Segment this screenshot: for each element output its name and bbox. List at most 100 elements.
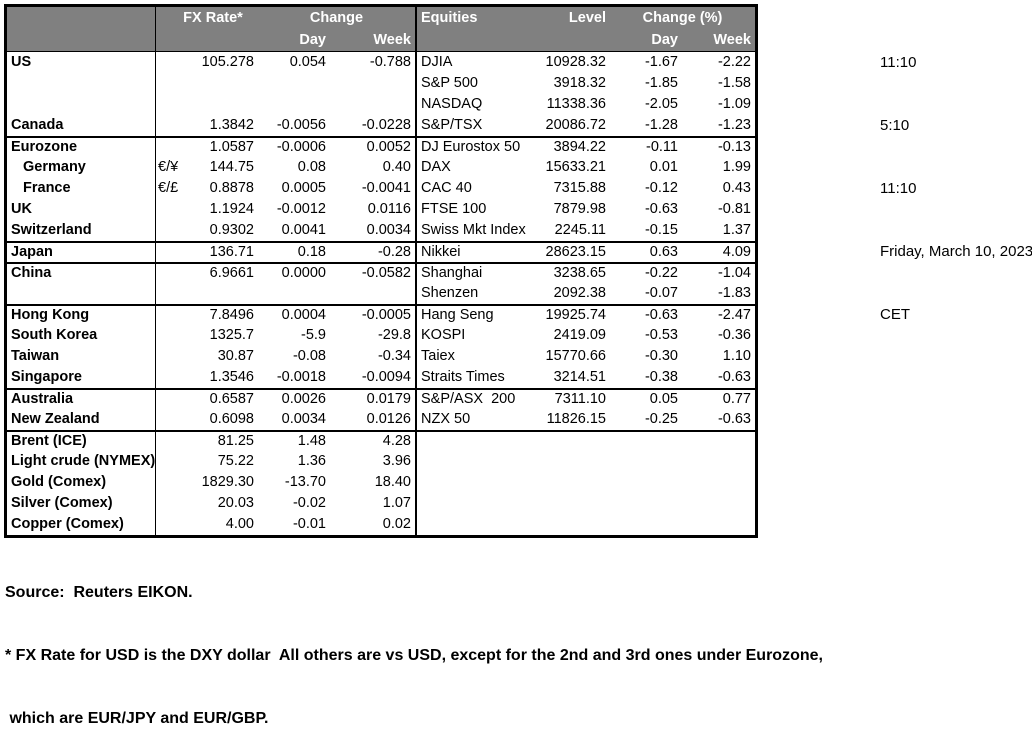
fx-pair-cell [156, 73, 182, 94]
fx-label-cell [7, 94, 156, 115]
table-row: Shenzen 2092.38 -0.07 -1.83 [7, 283, 755, 304]
equity-level-cell: 3214.51 [553, 369, 606, 385]
equities-column-header: Equities [415, 7, 534, 29]
fx-week-change-cell: 0.0052 [366, 139, 411, 155]
fx-pair-cell [156, 243, 182, 262]
fx-week-column-header: Week [373, 32, 411, 48]
fx-pair-cell [156, 472, 182, 493]
equity-week-change-cell: 1.37 [722, 222, 751, 238]
equity-day-change-cell: -0.53 [644, 327, 678, 343]
fx-week-change-cell: -0.34 [377, 348, 411, 364]
equity-level-cell [534, 451, 610, 472]
fx-pair-cell [156, 409, 182, 430]
fx-week-change-cell: 0.40 [382, 159, 411, 175]
equity-day-change-cell [610, 514, 682, 535]
table-row: S&P 500 3918.32 -1.85 -1.58 [7, 73, 755, 94]
equity-week-change-cell: 1.10 [722, 348, 751, 364]
equity-day-change-cell [610, 472, 682, 493]
fx-label-cell: Hong Kong [7, 306, 156, 325]
fx-label-cell: Brent (ICE) [7, 432, 156, 451]
fx-week-change-cell: 1.07 [382, 495, 411, 511]
equity-level-cell: 15770.66 [545, 348, 606, 364]
fx-rate-cell: 30.87 [217, 348, 254, 364]
table-row: Gold (Comex) 1829.30 -13.70 18.40 [7, 472, 755, 493]
fx-rate-cell: 81.25 [217, 433, 254, 449]
fx-day-change-cell [258, 94, 330, 115]
equity-day-change-cell: -0.07 [644, 285, 678, 301]
fx-rate-cell: 1.0587 [209, 139, 254, 155]
equities-change-pct-column-header: Change (%) [642, 10, 723, 26]
source-note: Source: Reuters EIKON. [5, 584, 193, 601]
fx-label-cell [7, 73, 156, 94]
equity-level-cell: 7879.98 [553, 201, 606, 217]
equity-day-change-cell [610, 451, 682, 472]
equity-week-change-cell: 0.77 [722, 391, 751, 407]
fx-day-change-cell: -0.0056 [276, 117, 326, 133]
equity-level-cell: 10928.32 [545, 54, 606, 70]
fx-day-change-cell: 0.054 [289, 54, 326, 70]
fx-day-change-cell: 0.0026 [281, 391, 326, 407]
timestamp-line-1: 11:10 [880, 54, 917, 71]
equities-header-spacer [415, 29, 534, 51]
equities-day-column-header: Day [651, 32, 678, 48]
fx-day-change-cell [258, 283, 330, 304]
table-row: Japan 136.71 0.18 -0.28 Nikkei 28623.15 0.63 4.… [7, 241, 755, 262]
fx-week-change-cell: -0.788 [369, 54, 411, 70]
fx-week-change-cell [330, 73, 415, 94]
fx-rate-column-header: FX Rate* [183, 10, 243, 26]
fx-week-change-cell: 0.0034 [366, 222, 411, 238]
equity-name-cell: Hang Seng [415, 306, 534, 325]
fx-rate-cell: 6.9661 [209, 265, 254, 281]
equity-week-change-cell [682, 493, 755, 514]
equity-day-change-cell [610, 493, 682, 514]
fx-footnote-line-2: which are EUR/JPY and EUR/GBP. [5, 710, 269, 727]
fx-label-cell: New Zealand [7, 409, 156, 430]
fx-label-cell: Germany [7, 157, 156, 178]
fx-pair-cell [156, 264, 182, 283]
equity-day-change-cell: -0.22 [644, 265, 678, 281]
fx-rate-cell: 75.22 [217, 453, 254, 469]
equity-day-change-cell: -0.25 [644, 411, 678, 427]
fx-rate-cell: 4.00 [225, 516, 254, 532]
fx-week-change-cell: 0.02 [382, 516, 411, 532]
equity-level-cell: 3918.32 [553, 75, 606, 91]
fx-day-change-cell: -0.01 [292, 516, 326, 532]
equity-day-change-cell: 0.63 [649, 244, 678, 260]
fx-rate-cell [182, 94, 258, 115]
fx-label-cell: Eurozone [7, 138, 156, 157]
timestamp-panel: 11:10 5:10 11:10 Friday, March 10, 2023 … [880, 10, 1032, 346]
equity-week-change-cell: -1.09 [717, 96, 751, 112]
fx-week-change-cell: 0.0179 [366, 391, 411, 407]
fx-pair-cell [156, 283, 182, 304]
equity-week-change-cell: -1.04 [717, 265, 751, 281]
fx-pair-cell [156, 367, 182, 388]
fx-week-change-cell [330, 94, 415, 115]
equity-name-cell: CAC 40 [415, 178, 534, 199]
equity-week-change-cell: -2.22 [717, 54, 751, 70]
equity-name-cell: DAX [415, 157, 534, 178]
fx-label-cell: Singapore [7, 367, 156, 388]
equity-name-cell: Taiex [415, 346, 534, 367]
fx-week-change-cell: 0.0126 [366, 411, 411, 427]
fx-week-change-cell: 18.40 [374, 474, 411, 490]
table-row: Canada 1.3842 -0.0056 -0.0228 S&P/TSX 20086.7… [7, 115, 755, 136]
fx-day-change-cell [258, 73, 330, 94]
equity-level-cell [534, 432, 610, 451]
fx-rate-cell: 20.03 [217, 495, 254, 511]
equity-week-change-cell: -0.36 [717, 327, 751, 343]
fx-rate-cell: 1.3842 [209, 117, 254, 133]
fx-day-change-cell: 0.0034 [281, 411, 326, 427]
equity-name-cell: S&P/TSX [415, 115, 534, 136]
fx-corner-header-cell-2 [7, 29, 156, 51]
fx-pair-cell [156, 325, 182, 346]
equity-level-cell: 11338.36 [546, 96, 606, 112]
equity-level-cell [534, 514, 610, 535]
fx-change-column-header: Change [309, 10, 364, 26]
footer-notes: Source: Reuters EIKON. * FX Rate for USD… [5, 540, 1029, 750]
equity-week-change-cell [682, 514, 755, 535]
equity-day-change-cell: -1.85 [644, 75, 678, 91]
equity-day-change-cell: -0.30 [644, 348, 678, 364]
header-row-1: FX Rate* Change Equities Level Change (%… [7, 7, 755, 29]
fx-label-cell: Silver (Comex) [7, 493, 156, 514]
equity-name-cell [415, 472, 534, 493]
